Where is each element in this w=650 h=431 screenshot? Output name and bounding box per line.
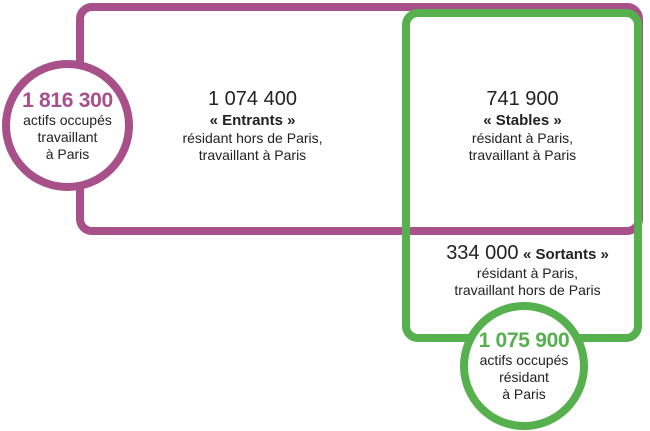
sortants-headline: 334 000 « Sortants »	[430, 241, 625, 265]
residents-desc-line2: résidant	[499, 369, 549, 385]
sortants-value: 334 000	[446, 242, 519, 264]
workers-in-paris-circle: 1 816 300 actifs occupés travaillant à P…	[2, 60, 133, 191]
entrants-desc-line2: travaillant à Paris	[198, 147, 307, 163]
sortants-desc-line1: résidant à Paris,	[476, 265, 579, 281]
sortants-label: « Sortants »	[522, 246, 609, 263]
workers-total-value: 1 816 300	[22, 88, 113, 112]
residents-total-value: 1 075 900	[478, 329, 570, 352]
entrants-value: 1 074 400	[208, 88, 297, 110]
residents-desc-line1: actifs occupés	[479, 352, 569, 368]
entrants-block: 1 074 400 « Entrants » résidant hors de …	[165, 87, 340, 164]
stables-label: « Stables »	[483, 112, 562, 129]
stables-block: 741 900 « Stables » résidant à Paris, tr…	[430, 87, 615, 164]
sortants-block: 334 000 « Sortants » résidant à Paris, t…	[430, 241, 625, 299]
stables-value: 741 900	[486, 88, 559, 110]
residents-desc-line3: à Paris	[502, 386, 546, 402]
sortants-desc-line2: travaillant hors de Paris	[454, 282, 601, 298]
residents-of-paris-circle: 1 075 900 actifs occupés résidant à Pari…	[460, 302, 588, 430]
workers-desc-line3: à Paris	[45, 145, 90, 162]
stables-desc-line2: travaillant à Paris	[468, 147, 577, 163]
stables-desc-line1: résidant à Paris,	[471, 130, 574, 146]
entrants-label: « Entrants »	[209, 112, 296, 129]
workers-desc-line1: actifs occupés	[23, 111, 112, 128]
entrants-desc-line1: résidant hors de Paris,	[182, 130, 323, 146]
workers-desc-line2: travaillant	[37, 128, 98, 145]
